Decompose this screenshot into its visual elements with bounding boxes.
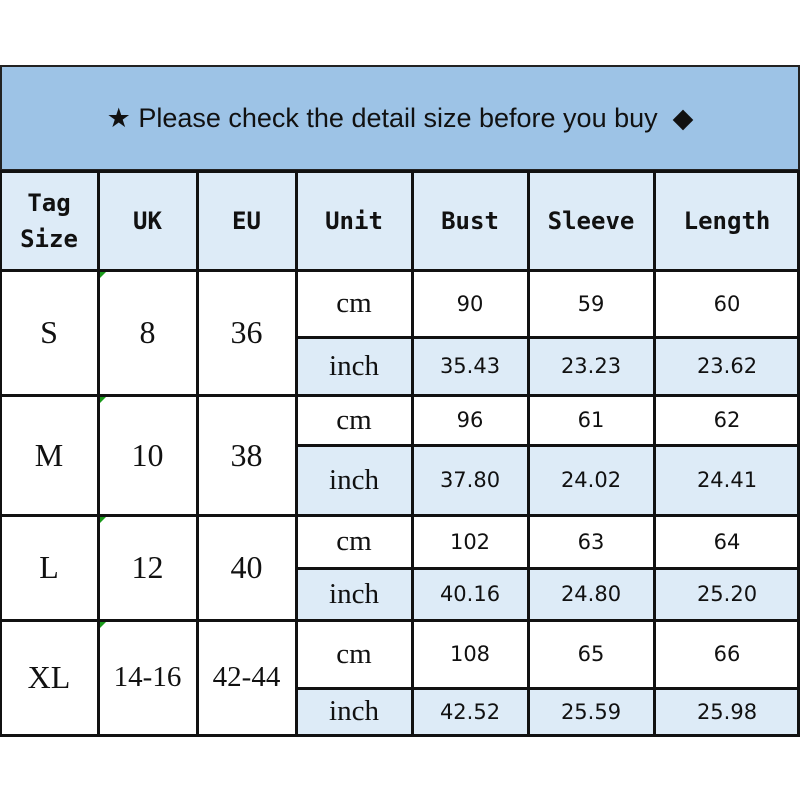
measurement-inch-cell: 40.16 bbox=[412, 568, 528, 620]
measurement-cm-cell: 61 bbox=[577, 408, 605, 432]
star-icon: ★ bbox=[106, 102, 131, 133]
cell-marker bbox=[100, 397, 106, 403]
uk-size-cell: 12 bbox=[131, 549, 164, 585]
column-header: Sleeve bbox=[528, 171, 654, 270]
diamond-icon: ◆ bbox=[672, 102, 694, 133]
grid-line bbox=[0, 394, 800, 397]
measurement-cm-cell: 59 bbox=[577, 291, 605, 316]
eu-size-cell: 38 bbox=[230, 436, 263, 473]
measurement-inch-cell: 24.80 bbox=[528, 568, 654, 620]
measurement-inch-cell: 23.62 bbox=[654, 337, 800, 395]
column-header: Bust bbox=[412, 171, 528, 270]
unit-inch-cell: inch bbox=[296, 337, 412, 395]
size-chart: ★ Please check the detail size before yo… bbox=[0, 65, 800, 737]
eu-size-cell: 36 bbox=[230, 314, 263, 350]
column-header: Unit bbox=[296, 171, 412, 270]
column-header: Tag Size bbox=[0, 171, 98, 270]
grid-line bbox=[0, 170, 800, 173]
grid-line bbox=[0, 171, 2, 735]
tag-size-cell: M bbox=[34, 436, 64, 473]
measurement-cm-cell: 60 bbox=[713, 291, 741, 316]
measurement-cm-cell: 108 bbox=[449, 642, 491, 666]
measurement-cm-cell: 63 bbox=[577, 529, 605, 554]
grid-line bbox=[295, 171, 298, 735]
grid-line bbox=[296, 687, 800, 690]
measurement-inch-cell: 35.43 bbox=[412, 337, 528, 395]
measurement-inch-cell: 24.02 bbox=[528, 445, 654, 515]
uk-size-cell: 10 bbox=[131, 436, 164, 473]
grid-line bbox=[527, 171, 530, 735]
uk-size-cell: 8 bbox=[139, 314, 156, 350]
grid-line bbox=[0, 619, 800, 622]
measurement-inch-cell: 23.23 bbox=[528, 337, 654, 395]
cell-marker bbox=[100, 517, 106, 523]
column-header: UK bbox=[98, 171, 197, 270]
grid-line bbox=[797, 171, 800, 735]
cell-marker bbox=[100, 622, 106, 628]
grid-line bbox=[0, 269, 800, 272]
measurement-inch-cell: 37.80 bbox=[412, 445, 528, 515]
tag-size-cell: XL bbox=[27, 659, 71, 695]
measurement-inch-cell: 24.41 bbox=[654, 445, 800, 515]
grid-line bbox=[0, 734, 800, 737]
unit-cm-cell: cm bbox=[336, 637, 372, 670]
unit-cm-cell: cm bbox=[336, 525, 372, 557]
measurement-cm-cell: 65 bbox=[577, 642, 605, 666]
unit-inch-cell: inch bbox=[296, 568, 412, 620]
uk-size-cell: 14-16 bbox=[113, 661, 182, 693]
grid-line bbox=[296, 336, 800, 339]
measurement-cm-cell: 64 bbox=[713, 529, 741, 554]
measurement-inch-cell: 25.59 bbox=[528, 688, 654, 735]
measurement-inch-cell: 25.20 bbox=[654, 568, 800, 620]
eu-size-cell: 40 bbox=[230, 549, 263, 585]
unit-cm-cell: cm bbox=[336, 287, 372, 319]
measurement-inch-cell: 25.98 bbox=[654, 688, 800, 735]
unit-inch-cell: inch bbox=[296, 445, 412, 515]
grid-line bbox=[411, 171, 414, 735]
unit-cm-cell: cm bbox=[336, 403, 372, 436]
cell-marker bbox=[100, 272, 106, 278]
measurement-cm-cell: 96 bbox=[456, 408, 484, 432]
measurement-cm-cell: 62 bbox=[713, 408, 741, 432]
column-header: EU bbox=[197, 171, 296, 270]
unit-inch-cell: inch bbox=[296, 688, 412, 735]
banner-text: Please check the detail size before you … bbox=[138, 102, 658, 133]
grid-line bbox=[97, 171, 100, 735]
measurement-cm-cell: 66 bbox=[713, 642, 741, 666]
tag-size-cell: S bbox=[40, 314, 58, 350]
grid-line bbox=[653, 171, 656, 735]
grid-line bbox=[296, 567, 800, 570]
measurement-cm-cell: 90 bbox=[456, 291, 484, 316]
measurement-inch-cell: 42.52 bbox=[412, 688, 528, 735]
size-chart-banner: ★ Please check the detail size before yo… bbox=[0, 65, 800, 171]
grid-line bbox=[0, 514, 800, 517]
eu-size-cell: 42-44 bbox=[212, 661, 281, 693]
measurement-cm-cell: 102 bbox=[449, 529, 491, 554]
grid-line bbox=[296, 444, 800, 447]
grid-line bbox=[196, 171, 199, 735]
tag-size-cell: L bbox=[39, 549, 59, 585]
column-header: Length bbox=[654, 171, 800, 270]
